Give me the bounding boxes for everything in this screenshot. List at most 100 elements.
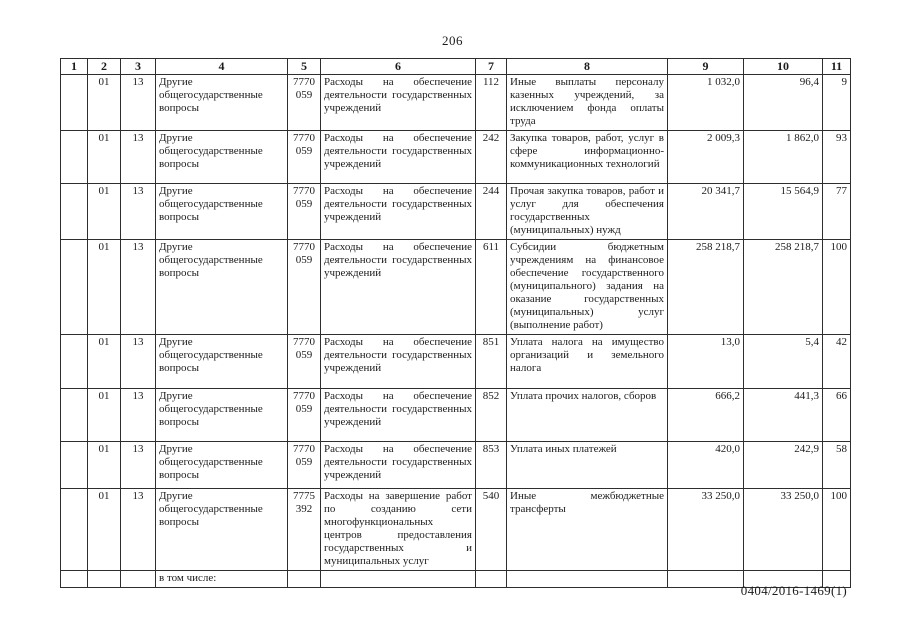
cell-razdel: 01 bbox=[87, 441, 121, 489]
cell-row-num bbox=[60, 130, 88, 184]
cell-expense-name: Расходы на обеспечение деятельности госу… bbox=[320, 74, 476, 131]
cell-plan-amount: 13,0 bbox=[667, 334, 744, 389]
cell-razdel: 01 bbox=[87, 388, 121, 442]
cell-row-num bbox=[60, 183, 88, 240]
cell-target-article: 7775 392 bbox=[287, 488, 321, 571]
cell-expense-type-name: Уплата иных платежей bbox=[506, 441, 668, 489]
column-header-1: 1 bbox=[60, 58, 88, 75]
cell-podrazdel: 13 bbox=[120, 130, 156, 184]
column-header-4: 4 bbox=[155, 58, 288, 75]
column-header-11: 11 bbox=[822, 58, 851, 75]
cell-plan-amount bbox=[667, 570, 744, 588]
cell-plan-amount: 2 009,3 bbox=[667, 130, 744, 184]
column-header-5: 5 bbox=[287, 58, 321, 75]
cell-row-num bbox=[60, 334, 88, 389]
cell-target-article: 7770 059 bbox=[287, 183, 321, 240]
cell-expense-type-name: Закупка товаров, работ, услуг в сфере ин… bbox=[506, 130, 668, 184]
cell-plan-amount: 20 341,7 bbox=[667, 183, 744, 240]
cell-razdel-name: Другие общегосударственные вопросы bbox=[155, 441, 288, 489]
table-row: 01 13 Другие общегосударственные вопросы 77… bbox=[60, 130, 851, 184]
cell-expense-name: Расходы на обеспечение деятельности госу… bbox=[320, 334, 476, 389]
table-row: 01 13 Другие общегосударственные вопросы 77… bbox=[60, 488, 851, 571]
table-row: 01 13 Другие общегосударственные вопросы 77… bbox=[60, 183, 851, 240]
cell-target-article: 7770 059 bbox=[287, 239, 321, 335]
cell-expense-type: 112 bbox=[475, 74, 507, 131]
cell-expense-name: Расходы на завершение работ по созданию … bbox=[320, 488, 476, 571]
cell-plan-amount: 666,2 bbox=[667, 388, 744, 442]
cell-percent: 100 bbox=[822, 488, 851, 571]
cell-expense-type: 611 bbox=[475, 239, 507, 335]
cell-actual-amount: 5,4 bbox=[743, 334, 823, 389]
cell-actual-amount: 33 250,0 bbox=[743, 488, 823, 571]
cell-razdel: 01 bbox=[87, 488, 121, 571]
cell-razdel: 01 bbox=[87, 130, 121, 184]
cell-expense-type-name: Прочая закупка товаров, работ и услуг дл… bbox=[506, 183, 668, 240]
page-number: 206 bbox=[442, 33, 463, 48]
cell-podrazdel: 13 bbox=[120, 441, 156, 489]
cell-plan-amount: 1 032,0 bbox=[667, 74, 744, 131]
cell-percent: 77 bbox=[822, 183, 851, 240]
cell-percent: 100 bbox=[822, 239, 851, 335]
cell-row-num bbox=[60, 74, 88, 131]
cell-podrazdel bbox=[120, 570, 156, 588]
cell-razdel-name: Другие общегосударственные вопросы bbox=[155, 130, 288, 184]
cell-expense-name: Расходы на обеспечение деятельности госу… bbox=[320, 239, 476, 335]
cell-expense-type: 852 bbox=[475, 388, 507, 442]
cell-podrazdel: 13 bbox=[120, 183, 156, 240]
cell-razdel-name: Другие общегосударственные вопросы bbox=[155, 334, 288, 389]
budget-expenditure-table: 1 2 3 4 5 6 7 8 9 10 11 01 13 Другие общегосударстве… bbox=[60, 58, 851, 588]
cell-actual-amount: 441,3 bbox=[743, 388, 823, 442]
cell-razdel-name: Другие общегосударственные вопросы bbox=[155, 239, 288, 335]
table-row: 01 13 Другие общегосударственные вопросы 77… bbox=[60, 388, 851, 442]
cell-target-article: 7770 059 bbox=[287, 130, 321, 184]
cell-podrazdel: 13 bbox=[120, 74, 156, 131]
cell-razdel: 01 bbox=[87, 239, 121, 335]
cell-target-article: 7770 059 bbox=[287, 388, 321, 442]
cell-row-num bbox=[60, 239, 88, 335]
cell-razdel-name: Другие общегосударственные вопросы bbox=[155, 183, 288, 240]
cell-razdel-name: Другие общегосударственные вопросы bbox=[155, 388, 288, 442]
cell-actual-amount: 242,9 bbox=[743, 441, 823, 489]
cell-target-article: 7770 059 bbox=[287, 74, 321, 131]
cell-podrazdel: 13 bbox=[120, 334, 156, 389]
cell-percent: 66 bbox=[822, 388, 851, 442]
cell-podrazdel: 13 bbox=[120, 239, 156, 335]
cell-target-article: 7770 059 bbox=[287, 334, 321, 389]
cell-row-num bbox=[60, 488, 88, 571]
column-header-2: 2 bbox=[87, 58, 121, 75]
cell-razdel: 01 bbox=[87, 334, 121, 389]
column-header-10: 10 bbox=[743, 58, 823, 75]
cell-plan-amount: 33 250,0 bbox=[667, 488, 744, 571]
cell-razdel-name: Другие общегосударственные вопросы bbox=[155, 488, 288, 571]
cell-expense-type: 242 bbox=[475, 130, 507, 184]
cell-expense-type-name bbox=[506, 570, 668, 588]
cell-actual-amount: 15 564,9 bbox=[743, 183, 823, 240]
cell-podrazdel: 13 bbox=[120, 488, 156, 571]
cell-actual-amount: 1 862,0 bbox=[743, 130, 823, 184]
cell-actual-amount: 258 218,7 bbox=[743, 239, 823, 335]
cell-expense-type: 540 bbox=[475, 488, 507, 571]
cell-percent: 58 bbox=[822, 441, 851, 489]
column-header-7: 7 bbox=[475, 58, 507, 75]
cell-row-num bbox=[60, 388, 88, 442]
cell-percent: 9 bbox=[822, 74, 851, 131]
table-row: в том числе: bbox=[60, 570, 851, 588]
cell-row-num bbox=[60, 441, 88, 489]
table-row: 01 13 Другие общегосударственные вопросы 77… bbox=[60, 334, 851, 389]
cell-plan-amount: 420,0 bbox=[667, 441, 744, 489]
table-header-row: 1 2 3 4 5 6 7 8 9 10 11 bbox=[60, 58, 851, 75]
document-code: 0404/2016-1469(1) bbox=[740, 583, 847, 598]
cell-expense-name: Расходы на обеспечение деятельности госу… bbox=[320, 441, 476, 489]
cell-expense-name: Расходы на обеспечение деятельности госу… bbox=[320, 130, 476, 184]
cell-expense-name: Расходы на обеспечение деятельности госу… bbox=[320, 388, 476, 442]
cell-actual-amount: 96,4 bbox=[743, 74, 823, 131]
table-row: 01 13 Другие общегосударственные вопросы 77… bbox=[60, 239, 851, 335]
cell-expense-type-name: Иные выплаты персоналу казенных учрежден… bbox=[506, 74, 668, 131]
column-header-8: 8 bbox=[506, 58, 668, 75]
cell-target-article bbox=[287, 570, 321, 588]
cell-razdel-name: в том числе: bbox=[155, 570, 288, 588]
cell-expense-type bbox=[475, 570, 507, 588]
table-row: 01 13 Другие общегосударственные вопросы 77… bbox=[60, 74, 851, 131]
cell-expense-type-name: Уплата налога на имущество организаций и… bbox=[506, 334, 668, 389]
cell-expense-type-name: Субсидии бюджетным учреждениям на финанс… bbox=[506, 239, 668, 335]
